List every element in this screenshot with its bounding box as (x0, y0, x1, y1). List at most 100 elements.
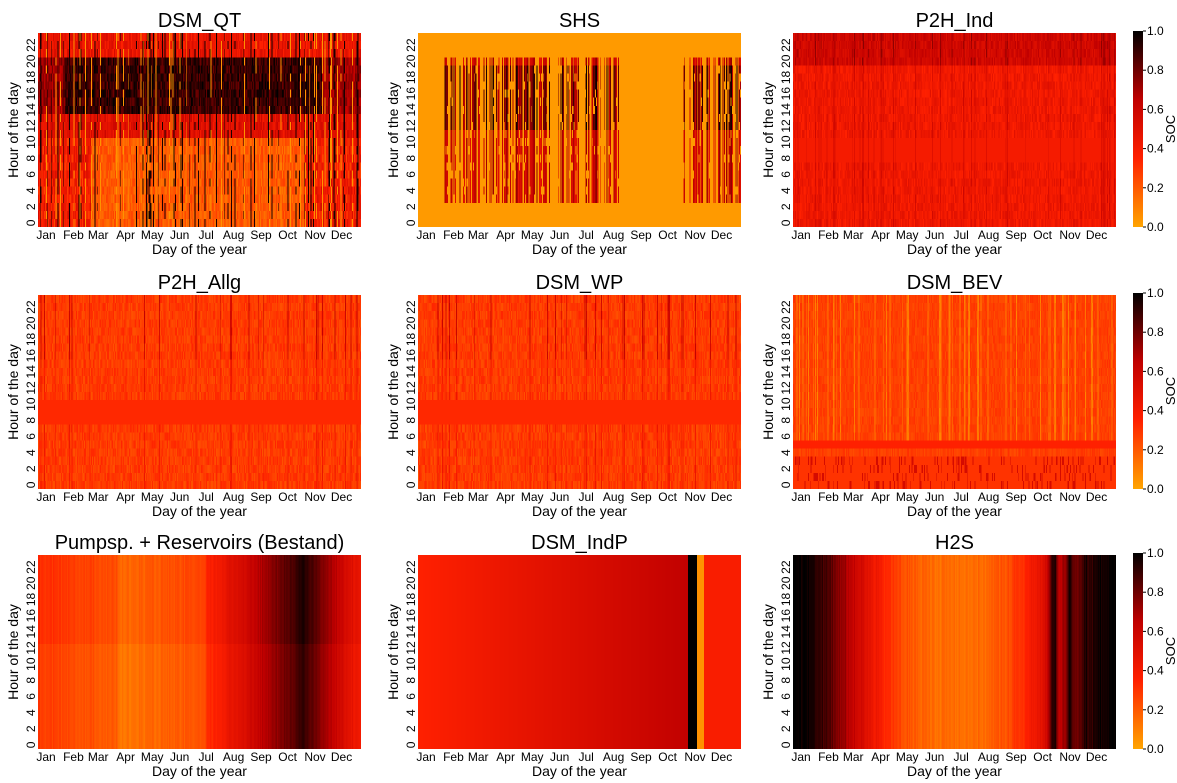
colorbar-label: SOC (1163, 637, 1177, 665)
y-axis-label: Hour of the day (760, 344, 776, 440)
y-tick-label: 6 (24, 693, 38, 700)
x-tick-label: Oct (1033, 228, 1052, 242)
colorbar-tick-label: 0.6 (1147, 102, 1164, 116)
y-tick-label: 2 (24, 203, 38, 210)
colorbar-label: SOC (1163, 115, 1177, 143)
x-tick-label: Jan (416, 228, 435, 242)
x-axis-label: Day of the year (532, 503, 627, 519)
y-tick-label: 10 (779, 397, 793, 411)
x-tick-label: Feb (443, 490, 464, 504)
colorbar-tick-label: 0.2 (1147, 703, 1164, 717)
y-tick-label: 20 (404, 576, 418, 590)
y-tick-label: 20 (404, 54, 418, 68)
x-tick-label: Mar (468, 750, 489, 764)
y-tick-label: 12 (24, 641, 38, 655)
y-tick-label: 20 (779, 576, 793, 590)
x-tick-label: Nov (304, 490, 325, 504)
y-tick-label: 8 (24, 155, 38, 162)
y-tick-label: 12 (404, 381, 418, 395)
y-tick-label: 20 (24, 316, 38, 330)
y-tick-label: 20 (779, 54, 793, 68)
y-tick-label: 22 (779, 300, 793, 314)
x-tick-label: Jul (199, 490, 214, 504)
colorbar-tick-label: 0.0 (1147, 482, 1164, 496)
x-tick-label: Feb (818, 750, 839, 764)
y-tick-label: 6 (404, 433, 418, 440)
panel-title: DSM_WP (536, 272, 624, 294)
x-tick-label: Jul (954, 750, 969, 764)
colorbar-tick-label: 0.4 (1147, 664, 1164, 678)
x-tick-label: Jan (791, 228, 810, 242)
x-tick-label: Jun (925, 490, 944, 504)
y-tick-label: 2 (404, 203, 418, 210)
x-axis-label: Day of the year (532, 763, 627, 779)
x-tick-label: Apr (871, 490, 890, 504)
x-tick-label: Mar (843, 228, 864, 242)
y-tick-label: 14 (779, 103, 793, 117)
y-tick-label: 14 (24, 365, 38, 379)
y-tick-label: 2 (779, 465, 793, 472)
x-tick-label: Aug (223, 490, 244, 504)
y-tick-label: 14 (24, 103, 38, 117)
x-tick-label: Aug (223, 228, 244, 242)
y-tick-label: 10 (404, 657, 418, 671)
y-tick-label: 2 (24, 465, 38, 472)
x-tick-label: Sep (630, 750, 652, 764)
x-tick-label: Jan (416, 490, 435, 504)
y-tick-label: 18 (779, 70, 793, 84)
x-tick-label: Oct (278, 490, 297, 504)
x-axis-label: Day of the year (152, 241, 247, 257)
colorbar (1133, 31, 1143, 227)
y-tick-label: 18 (404, 332, 418, 346)
x-tick-label: Jun (170, 228, 189, 242)
x-tick-label: Sep (250, 490, 272, 504)
heatmap-cells (38, 555, 361, 749)
x-tick-label: Nov (1059, 228, 1080, 242)
colorbar-tick-label: 0.8 (1147, 63, 1164, 77)
x-tick-label: May (141, 490, 164, 504)
x-tick-label: Sep (1005, 750, 1027, 764)
x-tick-label: Oct (278, 750, 297, 764)
x-tick-label: Apr (116, 490, 135, 504)
y-tick-label: 0 (404, 481, 418, 488)
x-tick-label: Sep (1005, 228, 1027, 242)
y-tick-label: 4 (779, 709, 793, 716)
y-tick-label: 10 (779, 657, 793, 671)
panel-title: H2S (935, 532, 974, 554)
y-tick-label: 8 (24, 677, 38, 684)
y-tick-label: 10 (24, 397, 38, 411)
x-tick-label: Sep (250, 228, 272, 242)
y-tick-label: 16 (779, 87, 793, 101)
x-tick-label: Dec (331, 490, 352, 504)
y-tick-label: 16 (404, 349, 418, 363)
y-tick-label: 16 (24, 349, 38, 363)
x-tick-label: Feb (63, 228, 84, 242)
y-tick-label: 8 (779, 417, 793, 424)
y-tick-label: 22 (404, 38, 418, 52)
x-tick-label: Feb (818, 490, 839, 504)
x-tick-label: Nov (304, 750, 325, 764)
y-tick-label: 0 (24, 481, 38, 488)
x-tick-label: Mar (843, 750, 864, 764)
y-tick-label: 18 (24, 332, 38, 346)
y-tick-label: 8 (779, 155, 793, 162)
x-tick-label: Jul (579, 750, 594, 764)
x-axis-label: Day of the year (152, 503, 247, 519)
x-tick-label: Dec (711, 228, 732, 242)
x-tick-label: Mar (88, 490, 109, 504)
y-tick-label: 18 (404, 592, 418, 606)
y-tick-label: 14 (404, 365, 418, 379)
colorbar-tick-label: 0.8 (1147, 585, 1164, 599)
x-tick-label: Apr (116, 750, 135, 764)
panel-title: P2H_Allg (158, 272, 241, 294)
x-tick-label: May (141, 750, 164, 764)
colorbar-tick-label: 1.0 (1147, 286, 1164, 300)
x-tick-label: Oct (278, 228, 297, 242)
x-tick-label: Dec (711, 490, 732, 504)
y-tick-label: 12 (24, 381, 38, 395)
x-tick-label: May (141, 228, 164, 242)
x-tick-label: May (521, 750, 544, 764)
x-tick-label: Dec (331, 228, 352, 242)
y-tick-label: 6 (404, 693, 418, 700)
